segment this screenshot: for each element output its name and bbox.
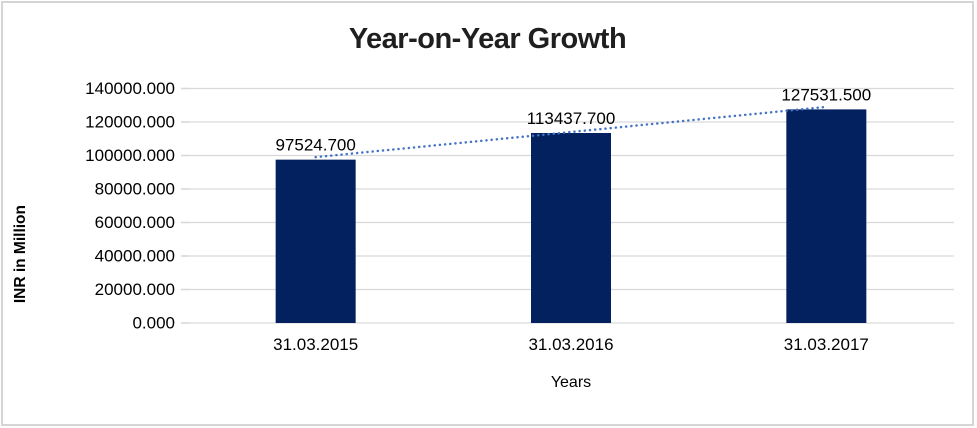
y-tick-label: 140000.000 xyxy=(85,79,175,98)
chart-title: Year-on-Year Growth xyxy=(348,23,627,55)
plot-area: 0.000 20000.000 40000.000 60000.000 80000.00… xyxy=(85,79,954,354)
y-tick-label: 100000.000 xyxy=(85,146,175,165)
bar xyxy=(531,132,611,323)
y-tick-label: 80000.000 xyxy=(95,180,175,199)
x-axis-title: Years xyxy=(550,374,592,391)
bar xyxy=(786,109,867,323)
y-tick-label: 40000.000 xyxy=(95,247,175,266)
y-tick-label: 120000.000 xyxy=(85,113,175,132)
x-category-label: 31.03.2016 xyxy=(528,335,613,354)
bar-value-label: 97524.700 xyxy=(275,136,355,155)
y-tick-label: 20000.000 xyxy=(95,280,175,299)
trendline xyxy=(314,105,828,159)
y-tick-label: 0.000 xyxy=(132,314,175,333)
bar-value-label: 127531.500 xyxy=(781,85,871,104)
x-category-label: 31.03.2017 xyxy=(784,335,869,354)
bar-value-label: 113437.700 xyxy=(527,109,616,128)
x-category-label: 31.03.2015 xyxy=(273,335,358,354)
y-tick-label: 60000.000 xyxy=(95,213,175,232)
bar xyxy=(275,159,356,323)
